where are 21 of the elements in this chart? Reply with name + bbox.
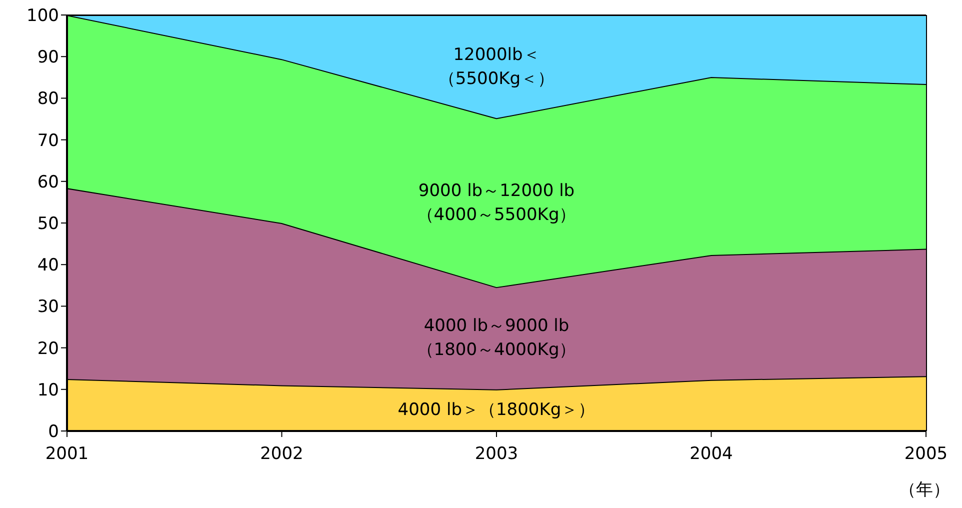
x-axis-title: （年）	[899, 479, 950, 501]
series-label: 4000 lb～9000 lb（1800～4000Kg）	[416, 315, 578, 362]
y-tick-label: 60	[37, 172, 59, 192]
series-label: 9000 lb～12000 lb（4000～5500Kg）	[416, 180, 578, 227]
y-tick-label: 90	[37, 48, 59, 68]
x-tick-label: 2005	[904, 444, 948, 464]
y-tick-label: 100	[26, 6, 59, 26]
series-label: 12000lb＜（5500Kg＜）	[437, 44, 556, 91]
y-tick-label: 0	[48, 422, 59, 442]
y-tick-label: 80	[37, 89, 59, 110]
y-tick-label: 50	[37, 214, 59, 234]
series-label: 4000 lb＞（1800Kg＞）	[396, 399, 596, 422]
x-tick-label: 2003	[474, 444, 518, 464]
x-tick-label: 2004	[690, 444, 733, 464]
y-tick-label: 20	[37, 338, 59, 359]
y-tick-label: 30	[37, 297, 59, 318]
x-tick-label: 2002	[260, 444, 304, 464]
y-tick-label: 40	[37, 256, 59, 276]
x-tick-label: 2001	[45, 444, 89, 464]
y-tick-label: 70	[37, 130, 59, 151]
y-tick-label: 10	[37, 380, 59, 400]
